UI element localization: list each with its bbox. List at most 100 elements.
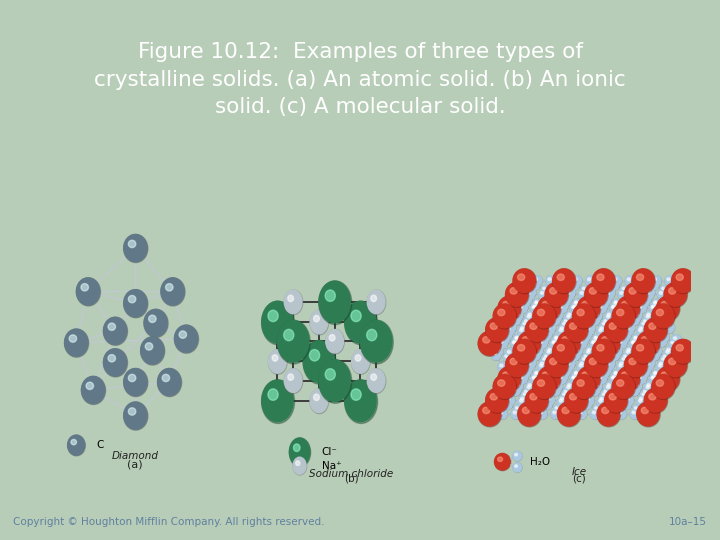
Ellipse shape: [591, 387, 599, 396]
Ellipse shape: [678, 354, 680, 356]
Ellipse shape: [586, 346, 595, 356]
Ellipse shape: [645, 358, 654, 368]
Ellipse shape: [644, 297, 647, 299]
Ellipse shape: [646, 292, 649, 294]
Ellipse shape: [627, 325, 630, 328]
Ellipse shape: [652, 299, 661, 309]
Ellipse shape: [574, 348, 577, 351]
Ellipse shape: [508, 299, 516, 308]
Ellipse shape: [672, 358, 681, 368]
Ellipse shape: [505, 353, 528, 377]
Ellipse shape: [581, 356, 589, 364]
Ellipse shape: [595, 286, 603, 294]
Ellipse shape: [582, 333, 590, 342]
Ellipse shape: [639, 350, 642, 353]
Ellipse shape: [612, 304, 634, 328]
Ellipse shape: [539, 313, 548, 323]
Ellipse shape: [505, 301, 516, 312]
Ellipse shape: [612, 304, 636, 329]
Ellipse shape: [525, 340, 533, 348]
Ellipse shape: [598, 348, 608, 359]
Ellipse shape: [570, 350, 580, 360]
Ellipse shape: [539, 289, 548, 299]
Ellipse shape: [584, 375, 593, 383]
Ellipse shape: [590, 340, 598, 348]
Ellipse shape: [508, 372, 511, 375]
Ellipse shape: [664, 353, 688, 378]
Ellipse shape: [500, 387, 503, 390]
Ellipse shape: [577, 296, 600, 320]
Ellipse shape: [629, 366, 637, 374]
Ellipse shape: [575, 347, 582, 355]
Ellipse shape: [593, 411, 595, 414]
Ellipse shape: [671, 341, 673, 343]
Ellipse shape: [630, 339, 639, 348]
Ellipse shape: [518, 350, 528, 361]
Ellipse shape: [607, 405, 615, 413]
Ellipse shape: [654, 325, 657, 328]
Ellipse shape: [539, 360, 548, 370]
Ellipse shape: [533, 276, 542, 286]
Ellipse shape: [593, 340, 615, 363]
Ellipse shape: [545, 282, 569, 307]
Text: Na⁺: Na⁺: [322, 461, 341, 471]
Ellipse shape: [599, 400, 602, 402]
Ellipse shape: [587, 327, 590, 329]
Ellipse shape: [570, 350, 580, 361]
Ellipse shape: [140, 337, 163, 364]
Ellipse shape: [527, 292, 530, 294]
Ellipse shape: [585, 395, 595, 406]
Ellipse shape: [554, 337, 557, 340]
Ellipse shape: [626, 346, 635, 357]
Ellipse shape: [542, 333, 550, 342]
Ellipse shape: [636, 345, 644, 351]
Ellipse shape: [660, 356, 668, 364]
Ellipse shape: [531, 281, 539, 289]
Ellipse shape: [629, 300, 631, 302]
Ellipse shape: [593, 358, 602, 368]
Ellipse shape: [518, 274, 525, 280]
Ellipse shape: [577, 318, 585, 326]
Ellipse shape: [667, 368, 675, 377]
Ellipse shape: [539, 383, 548, 394]
Ellipse shape: [505, 301, 515, 311]
Ellipse shape: [551, 385, 560, 395]
Ellipse shape: [499, 313, 508, 323]
Ellipse shape: [657, 390, 660, 393]
Ellipse shape: [498, 315, 508, 325]
Ellipse shape: [491, 327, 500, 337]
Ellipse shape: [345, 301, 377, 345]
Ellipse shape: [629, 295, 637, 303]
Ellipse shape: [518, 332, 541, 356]
Ellipse shape: [631, 387, 639, 395]
Ellipse shape: [567, 405, 575, 413]
Ellipse shape: [593, 387, 595, 390]
Ellipse shape: [639, 303, 642, 306]
Ellipse shape: [595, 407, 598, 409]
Ellipse shape: [552, 387, 559, 395]
Ellipse shape: [582, 358, 585, 360]
Ellipse shape: [657, 315, 667, 325]
Ellipse shape: [598, 372, 607, 382]
Ellipse shape: [351, 350, 369, 373]
Ellipse shape: [611, 332, 613, 334]
Ellipse shape: [585, 395, 594, 406]
Ellipse shape: [505, 372, 516, 382]
Ellipse shape: [518, 281, 526, 289]
Ellipse shape: [65, 329, 88, 356]
Ellipse shape: [488, 334, 496, 343]
Ellipse shape: [523, 318, 531, 326]
Ellipse shape: [521, 374, 523, 376]
Ellipse shape: [650, 374, 660, 383]
Ellipse shape: [512, 367, 514, 370]
Ellipse shape: [565, 388, 588, 412]
Ellipse shape: [624, 301, 634, 312]
Ellipse shape: [355, 355, 361, 361]
Ellipse shape: [598, 301, 607, 311]
Ellipse shape: [505, 282, 529, 307]
Ellipse shape: [533, 375, 557, 400]
Ellipse shape: [482, 336, 490, 343]
Ellipse shape: [493, 352, 496, 355]
Ellipse shape: [575, 372, 577, 374]
Ellipse shape: [655, 349, 658, 351]
